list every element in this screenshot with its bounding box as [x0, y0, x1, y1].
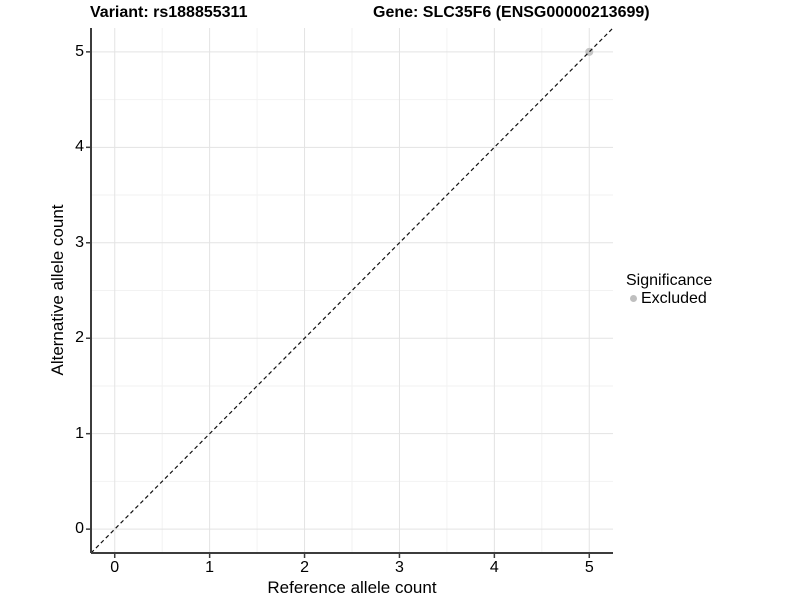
y-tick-label: 4 [75, 138, 84, 156]
plot-title-variant: Variant: rs188855311 [90, 4, 248, 21]
identity-line [90, 27, 614, 554]
x-tick-label: 3 [395, 559, 404, 576]
x-tick-label: 4 [489, 559, 499, 576]
plot-panel [86, 27, 614, 558]
legend-item-label: Excluded [641, 290, 707, 307]
plot-area-svg [86, 27, 614, 558]
y-tick-label: 1 [75, 424, 84, 442]
x-axis-title: Reference allele count [267, 578, 437, 597]
y-tick-label: 5 [75, 42, 84, 60]
x-tick-label: 0 [110, 559, 120, 576]
plot-title-gene: Gene: SLC35F6 (ENSG00000213699) [373, 4, 650, 21]
y-tick-label: 2 [75, 329, 84, 347]
y-axis-title: Alternative allele count [48, 204, 67, 376]
legend-item-excluded: Excluded [626, 290, 712, 307]
legend-point-icon [630, 295, 637, 302]
y-tick-label: 0 [75, 520, 84, 538]
legend: Significance Excluded [626, 272, 712, 307]
x-tick-label: 5 [584, 559, 594, 576]
x-tick-label: 2 [300, 559, 309, 576]
x-tick-label: 1 [205, 559, 215, 576]
legend-title: Significance [626, 272, 713, 289]
y-tick-label: 3 [75, 233, 84, 251]
